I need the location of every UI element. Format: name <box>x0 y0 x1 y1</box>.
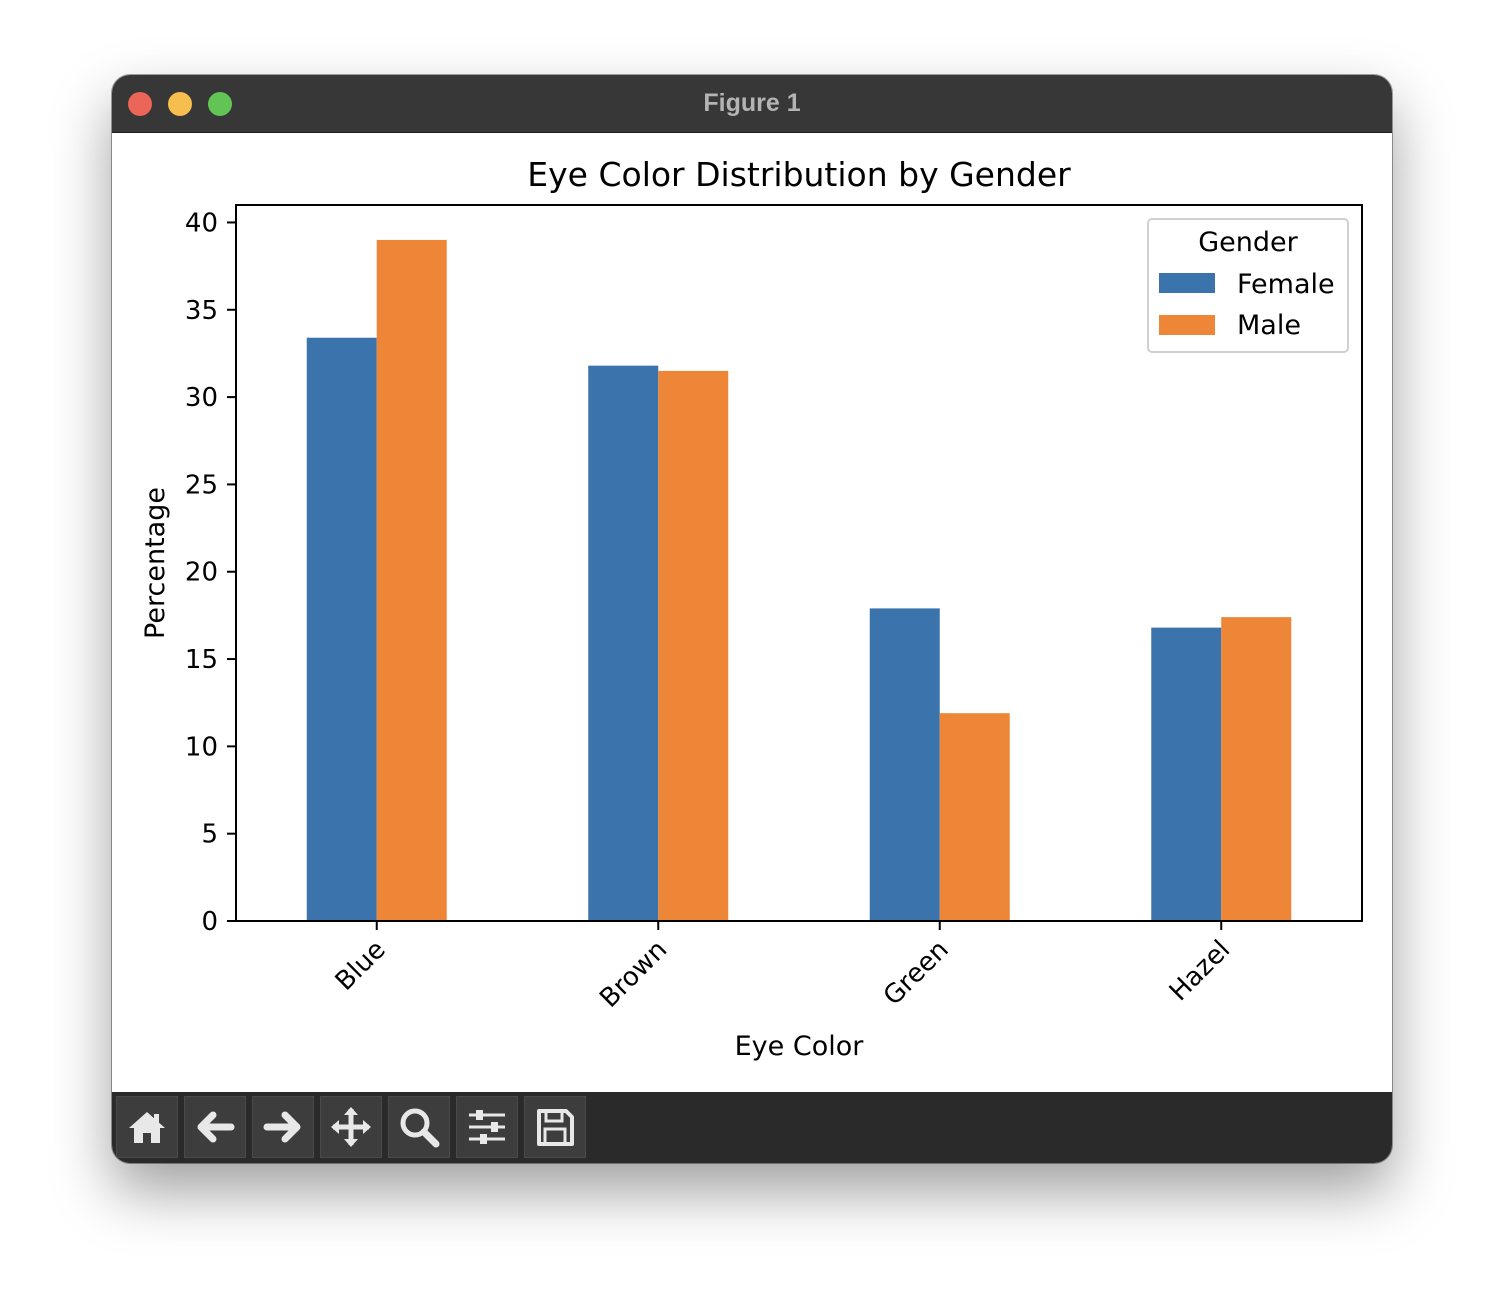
home-icon <box>129 1112 165 1143</box>
x-tick-label: Hazel <box>1164 935 1236 1007</box>
bar-green-male <box>939 713 1010 921</box>
back-arrow-icon <box>197 1111 235 1143</box>
figure-window: Figure 1 Eye Color Distribution by Gende… <box>112 75 1392 1163</box>
bar-brown-female <box>588 365 659 921</box>
y-tick-label: 25 <box>185 470 218 500</box>
y-axis-label: Percentage <box>140 487 171 639</box>
forward-arrow-icon <box>263 1111 301 1143</box>
zoom-button[interactable] <box>388 1096 450 1158</box>
legend: Gender Female Male <box>1147 218 1349 353</box>
y-tick-label: 30 <box>185 383 218 413</box>
legend-swatch-female <box>1159 273 1215 293</box>
forward-button[interactable] <box>252 1096 314 1158</box>
save-button[interactable] <box>524 1096 586 1158</box>
title-bar: Figure 1 <box>112 75 1392 133</box>
x-axis-ticks: Blue Brown Green Hazel <box>330 921 1236 1014</box>
legend-swatch-male <box>1159 315 1215 335</box>
configure-subplots-icon <box>469 1110 505 1144</box>
bar-hazel-female <box>1151 627 1222 921</box>
y-tick-label: 20 <box>185 558 218 588</box>
bar-blue-female <box>306 337 377 922</box>
navigation-toolbar <box>112 1092 1392 1163</box>
y-tick-label: 35 <box>185 296 218 326</box>
legend-title: Gender <box>1198 227 1298 258</box>
minimize-window-button[interactable] <box>168 92 192 116</box>
bar-chart: Eye Color Distribution by Gender 0 5 10 15 2… <box>140 155 1363 1062</box>
x-tick-label: Blue <box>330 935 392 997</box>
save-icon <box>537 1109 574 1146</box>
y-tick-label: 5 <box>201 820 218 850</box>
legend-label-female: Female <box>1237 269 1335 300</box>
y-axis-ticks: 0 5 10 15 20 25 30 35 40 <box>185 208 236 937</box>
chart-title: Eye Color Distribution by Gender <box>527 155 1071 194</box>
close-window-button[interactable] <box>128 92 152 116</box>
bar-hazel-male <box>1221 617 1292 921</box>
x-tick-label: Brown <box>594 935 673 1014</box>
pan-icon <box>331 1107 371 1147</box>
y-tick-label: 15 <box>185 645 218 675</box>
y-tick-label: 0 <box>201 907 218 937</box>
window-title: Figure 1 <box>703 89 801 117</box>
bars-group <box>306 239 1292 922</box>
bar-green-female <box>869 608 940 921</box>
x-axis-label: Eye Color <box>735 1031 865 1062</box>
zoom-icon <box>400 1108 440 1148</box>
home-button[interactable] <box>116 1096 178 1158</box>
bar-blue-male <box>376 239 447 921</box>
legend-label-male: Male <box>1237 310 1301 341</box>
y-tick-label: 40 <box>185 208 218 238</box>
pan-button[interactable] <box>320 1096 382 1158</box>
y-tick-label: 10 <box>185 732 218 762</box>
plot-frame <box>235 204 1363 922</box>
back-button[interactable] <box>184 1096 246 1158</box>
bar-brown-male <box>658 370 729 921</box>
figure-canvas: Eye Color Distribution by Gender 0 5 10 15 2… <box>112 133 1392 1092</box>
configure-subplots-button[interactable] <box>456 1096 518 1158</box>
x-tick-label: Green <box>878 935 955 1012</box>
maximize-window-button[interactable] <box>208 92 232 116</box>
